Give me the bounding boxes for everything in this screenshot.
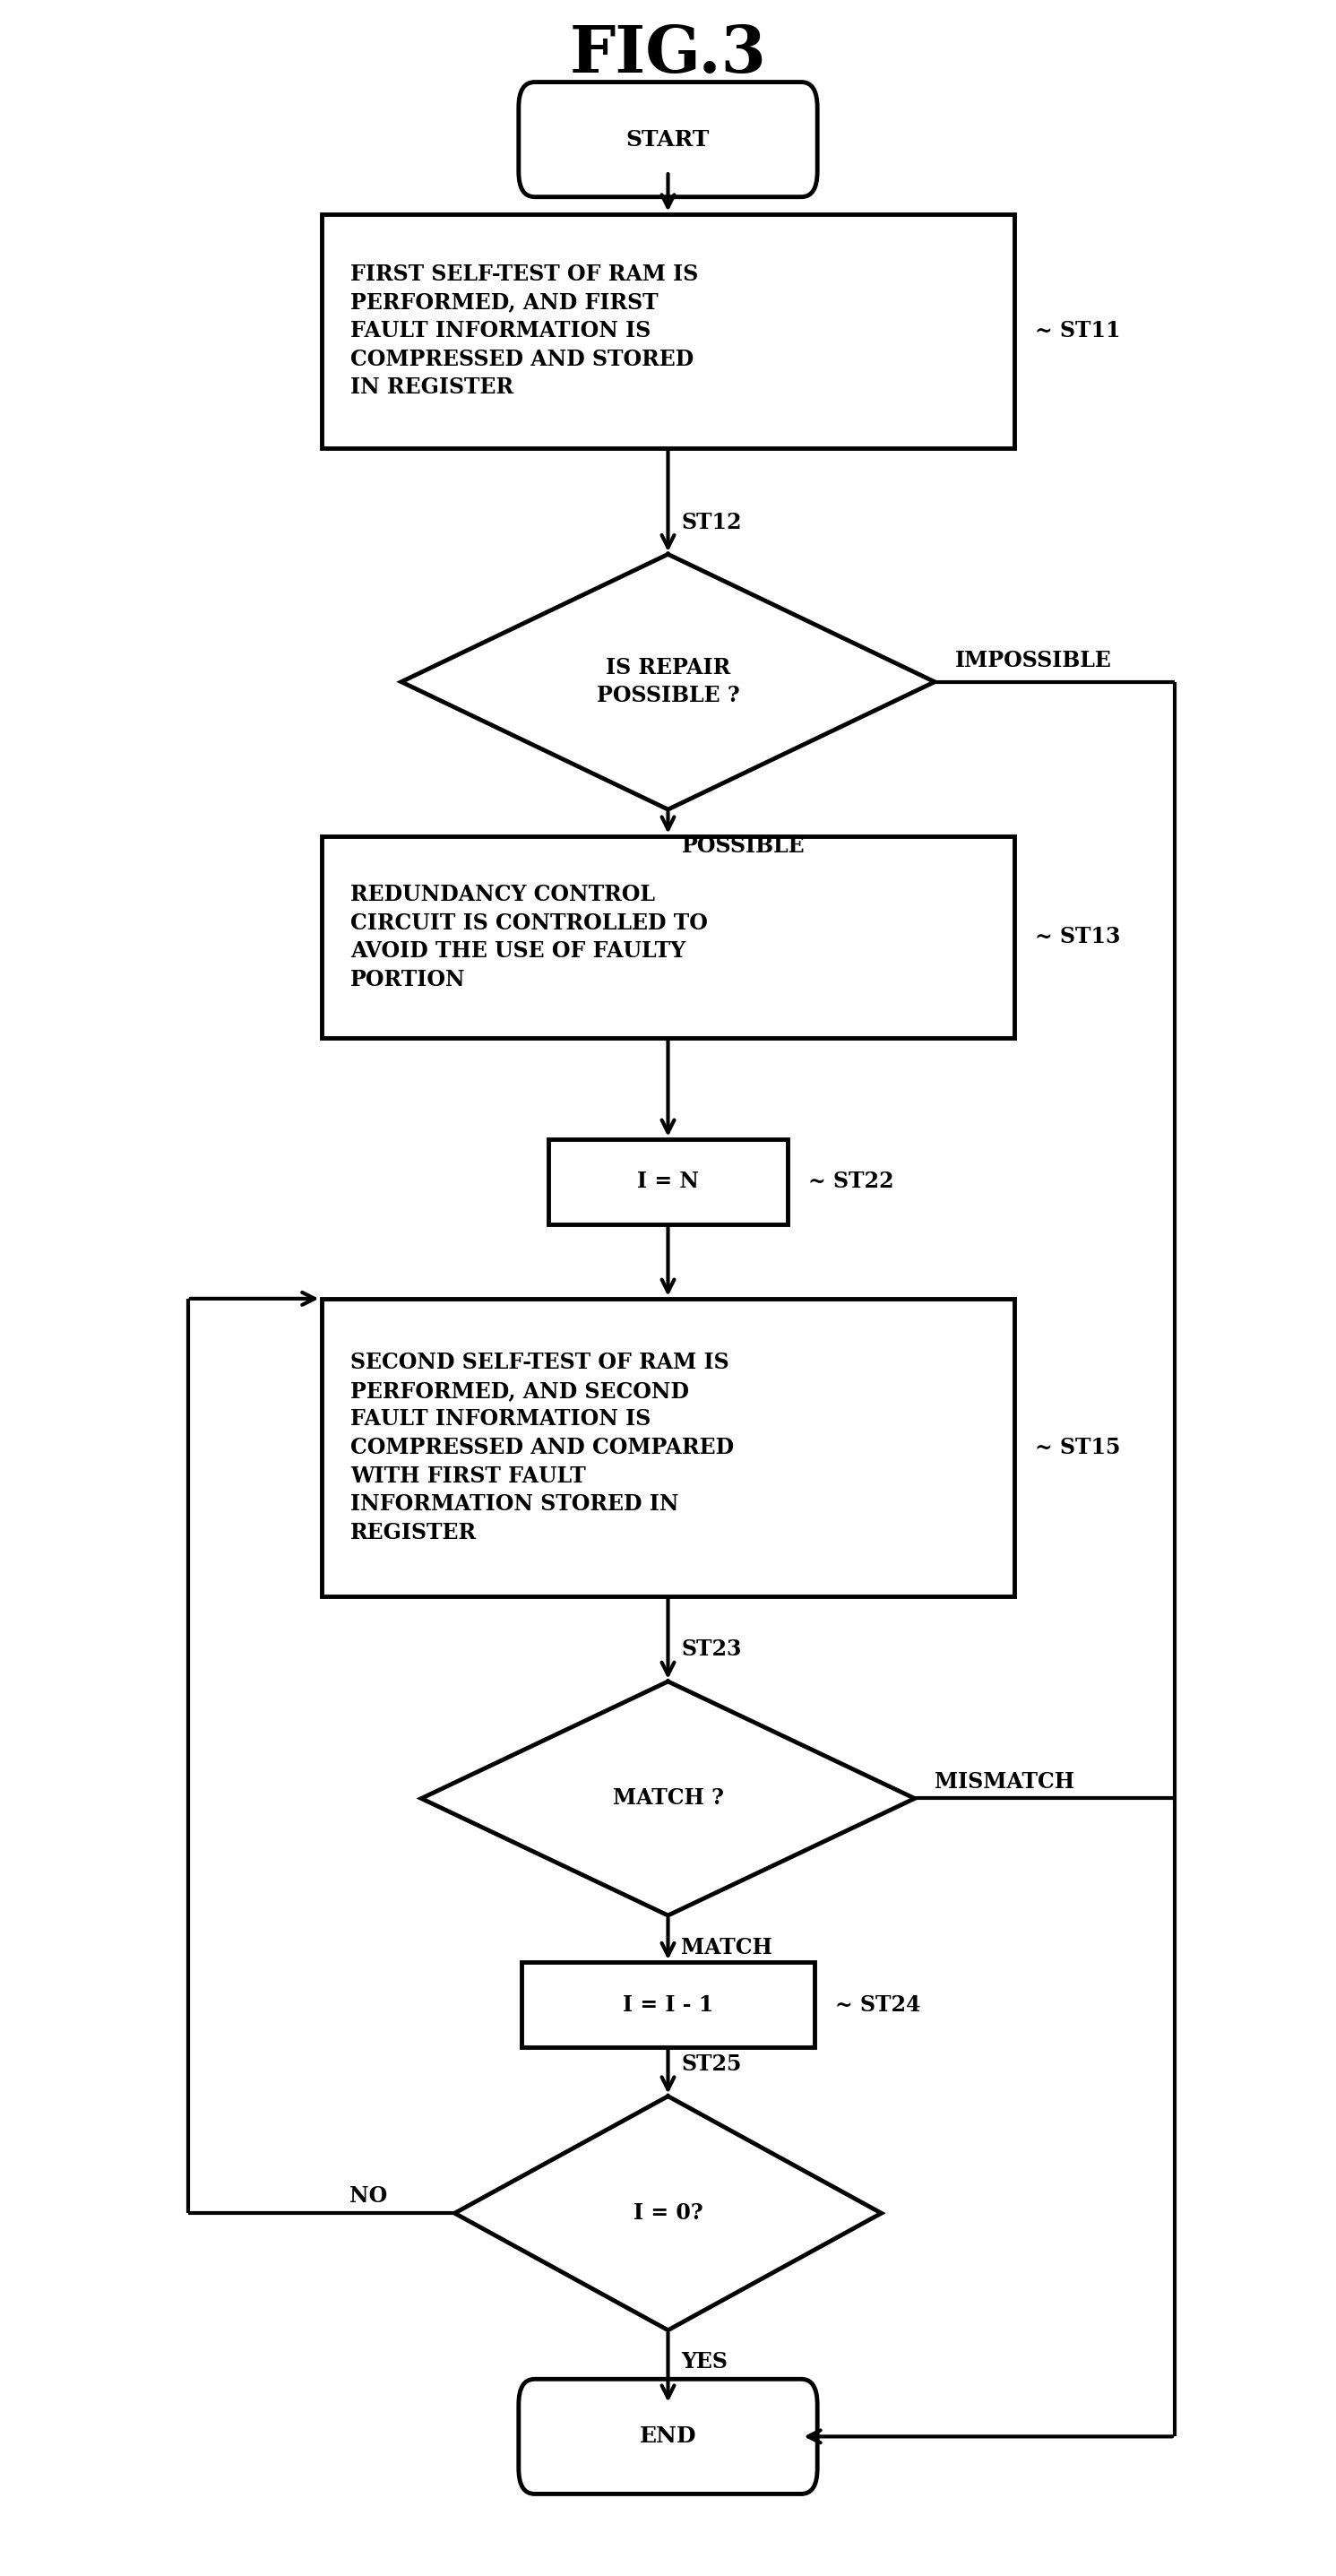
Text: I = N: I = N <box>637 1172 699 1193</box>
Text: YES: YES <box>681 2352 728 2372</box>
Bar <box>521 1963 815 2048</box>
Text: ST12: ST12 <box>681 513 741 533</box>
Text: START: START <box>627 129 709 149</box>
Text: ~ ST13: ~ ST13 <box>1034 927 1120 948</box>
Text: ST23: ST23 <box>681 1638 741 1659</box>
Text: I = I - 1: I = I - 1 <box>623 1994 713 2014</box>
Bar <box>321 214 1015 448</box>
Text: ST25: ST25 <box>681 2053 741 2074</box>
Text: POSSIBLE: POSSIBLE <box>681 835 804 855</box>
Text: ~ ST24: ~ ST24 <box>835 1994 921 2014</box>
Text: REDUNDANCY CONTROL
CIRCUIT IS CONTROLLED TO
AVOID THE USE OF FAULTY
PORTION: REDUNDANCY CONTROL CIRCUIT IS CONTROLLED… <box>350 884 708 989</box>
Text: IMPOSSIBLE: IMPOSSIBLE <box>955 649 1112 672</box>
Text: END: END <box>640 2427 696 2447</box>
Text: ~ ST22: ~ ST22 <box>808 1172 894 1193</box>
FancyBboxPatch shape <box>518 82 818 196</box>
Text: FIRST SELF-TEST OF RAM IS
PERFORMED, AND FIRST
FAULT INFORMATION IS
COMPRESSED A: FIRST SELF-TEST OF RAM IS PERFORMED, AND… <box>350 263 699 399</box>
Text: NO: NO <box>349 2184 387 2208</box>
Text: ~ ST15: ~ ST15 <box>1034 1437 1120 1458</box>
Text: IS REPAIR
POSSIBLE ?: IS REPAIR POSSIBLE ? <box>596 657 740 706</box>
Text: SECOND SELF-TEST OF RAM IS
PERFORMED, AND SECOND
FAULT INFORMATION IS
COMPRESSED: SECOND SELF-TEST OF RAM IS PERFORMED, AN… <box>350 1352 735 1543</box>
Polygon shape <box>454 2097 882 2331</box>
Polygon shape <box>421 1682 915 1917</box>
FancyBboxPatch shape <box>518 2380 818 2494</box>
Text: MATCH: MATCH <box>681 1937 772 1958</box>
Text: MATCH ?: MATCH ? <box>612 1788 724 1808</box>
Text: ~ ST11: ~ ST11 <box>1034 319 1121 343</box>
Text: FIG.3: FIG.3 <box>569 23 767 85</box>
Text: MISMATCH: MISMATCH <box>935 1770 1074 1793</box>
Polygon shape <box>401 554 935 809</box>
Bar <box>321 837 1015 1038</box>
Bar <box>321 1298 1015 1597</box>
Bar <box>548 1139 788 1224</box>
Text: I = 0?: I = 0? <box>633 2202 703 2223</box>
